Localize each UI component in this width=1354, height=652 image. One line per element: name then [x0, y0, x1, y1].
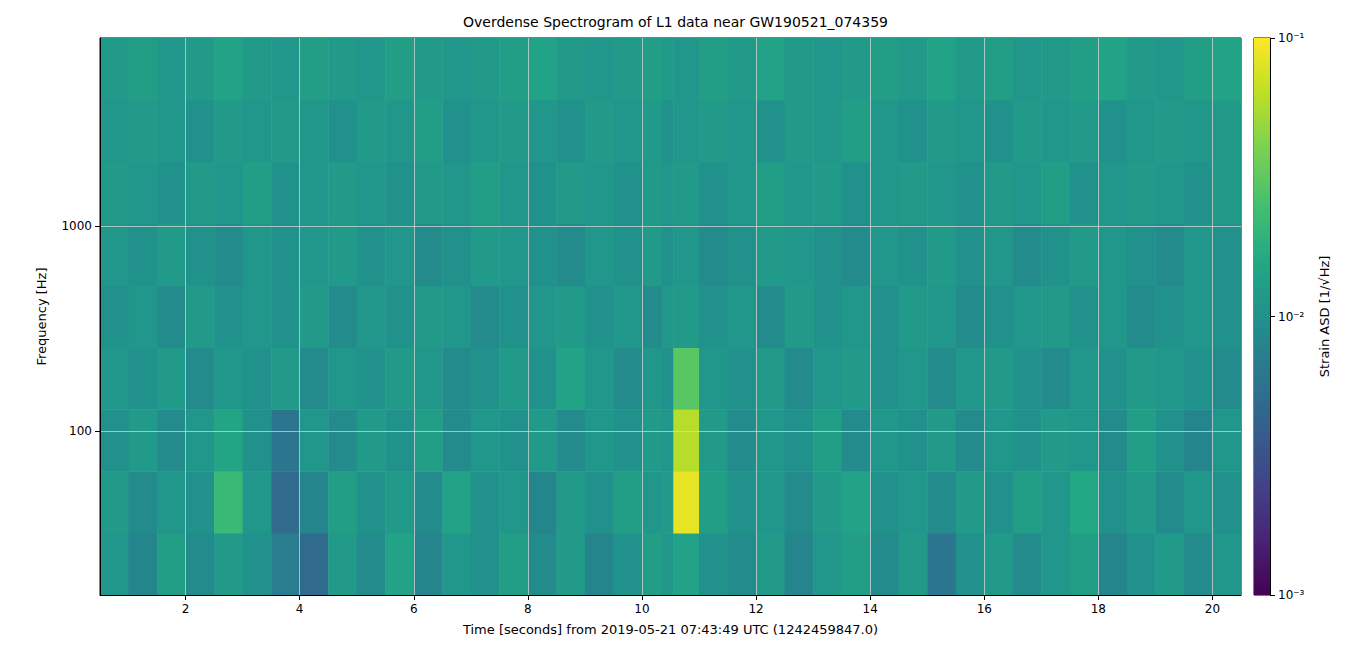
- svg-text:10⁻²: 10⁻²: [1278, 310, 1305, 324]
- svg-text:20: 20: [1205, 602, 1220, 616]
- svg-text:Time [seconds] from 2019-05-21: Time [seconds] from 2019-05-21 07:43:49 …: [462, 622, 878, 637]
- svg-text:14: 14: [863, 602, 878, 616]
- svg-text:4: 4: [296, 602, 304, 616]
- svg-text:10: 10: [634, 602, 649, 616]
- svg-text:18: 18: [1091, 602, 1106, 616]
- svg-text:Strain ASD [1/√Hz]: Strain ASD [1/√Hz]: [1317, 256, 1332, 378]
- svg-text:16: 16: [977, 602, 992, 616]
- svg-text:12: 12: [748, 602, 763, 616]
- svg-text:Overdense Spectrogram of L1 da: Overdense Spectrogram of L1 data near GW…: [463, 14, 888, 30]
- svg-text:10⁻¹: 10⁻¹: [1278, 31, 1305, 45]
- svg-text:Frequency [Hz]: Frequency [Hz]: [34, 267, 49, 365]
- svg-text:2: 2: [182, 602, 190, 616]
- svg-text:10⁻³: 10⁻³: [1278, 588, 1305, 602]
- svg-text:1000: 1000: [61, 219, 92, 233]
- svg-text:6: 6: [410, 602, 418, 616]
- svg-text:100: 100: [69, 424, 92, 438]
- svg-text:8: 8: [524, 602, 532, 616]
